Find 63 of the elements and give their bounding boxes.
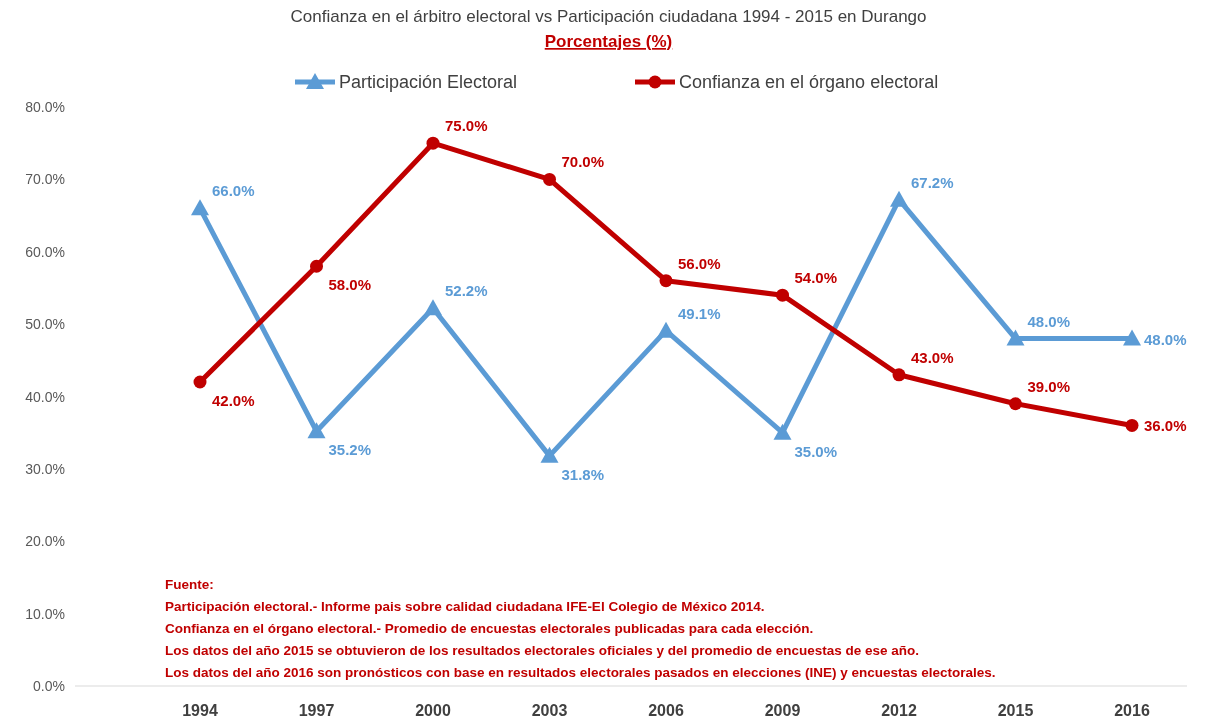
y-tick-label: 50.0% <box>25 316 65 333</box>
chart-subtitle: Porcentajes (%) <box>544 32 673 51</box>
data-label: 36.0% <box>1144 417 1187 435</box>
chart-title: Confianza en el árbitro electoral vs Participación ciudadana 1994 - 2015 en Durango <box>290 7 927 26</box>
data-label: 35.2% <box>328 441 372 459</box>
data-label: 39.0% <box>1027 377 1071 395</box>
data-label: 75.0% <box>445 117 488 135</box>
x-tick-label: 2003 <box>531 702 568 719</box>
y-tick-label: 10.0% <box>25 605 65 622</box>
y-tick-label: 20.0% <box>25 533 65 550</box>
data-label: 43.0% <box>911 348 954 366</box>
point <box>773 423 792 440</box>
point <box>1006 329 1025 346</box>
data-label: 49.1% <box>678 304 721 322</box>
data-label: 48.0% <box>1144 330 1187 348</box>
data-label: 67.2% <box>911 173 954 191</box>
point <box>310 259 323 273</box>
point <box>543 172 556 186</box>
point <box>191 199 209 216</box>
y-tick-label: 60.0% <box>25 243 65 260</box>
y-tick-label: 80.0% <box>25 99 65 115</box>
y-tick-label: 30.0% <box>25 460 65 477</box>
annotation: Los datos del año 2015 se obtuvieron de los resultados electorales oficiales y del promedio de encuestas de ese año. <box>165 643 920 658</box>
annotation: Confianza en el órgano electoral.- Promedio de encuestas electorales publicadas para cada elección. <box>165 621 814 636</box>
data-label: 35.0% <box>794 442 838 460</box>
data-label: 58.0% <box>328 276 372 294</box>
data-label: 48.0% <box>1027 312 1071 330</box>
point <box>424 299 442 316</box>
point <box>426 136 440 150</box>
x-tick-label: 1997 <box>298 702 335 719</box>
x-tick-label: 1994 <box>182 702 218 719</box>
x-tick-label: 2000 <box>415 702 451 719</box>
data-label: 66.0% <box>212 182 255 200</box>
x-tick-label: 2012 <box>881 702 917 719</box>
point <box>540 446 559 463</box>
y-tick-label: 70.0% <box>25 171 65 188</box>
data-label: 70.0% <box>561 153 605 171</box>
point <box>307 422 326 439</box>
y-tick-label: 40.0% <box>25 388 65 405</box>
data-label: 56.0% <box>678 254 721 272</box>
annotation: Participación electoral.- Informe pais sobre calidad ciudadana IFE-El Colegio de México 2014. <box>165 599 765 614</box>
point <box>659 274 673 288</box>
data-label: 54.0% <box>794 269 838 287</box>
data-label: 42.0% <box>212 392 255 410</box>
x-tick-label: 2009 <box>764 702 801 719</box>
legend-label: Participación Electoral <box>339 72 518 92</box>
data-label: 31.8% <box>561 465 605 483</box>
annotation: Fuente: <box>165 577 214 592</box>
point <box>1123 329 1141 346</box>
point <box>892 368 906 382</box>
point <box>890 190 908 207</box>
point <box>657 321 675 338</box>
data-label: 52.2% <box>445 282 488 300</box>
point <box>776 288 789 302</box>
x-tick-label: 2006 <box>648 702 684 719</box>
annotation: Los datos del año 2016 son pronósticos con base en resultados electorales pasados en elecciones (INE) y encuestas electorales. <box>165 665 996 680</box>
x-tick-label: 2016 <box>1114 702 1150 719</box>
y-tick-label: 0.0% <box>33 678 65 694</box>
legend-label: Confianza en el órgano electoral <box>679 72 939 92</box>
x-tick-label: 2015 <box>997 702 1034 719</box>
point <box>193 375 207 389</box>
point <box>1009 397 1022 411</box>
point <box>1125 418 1139 432</box>
